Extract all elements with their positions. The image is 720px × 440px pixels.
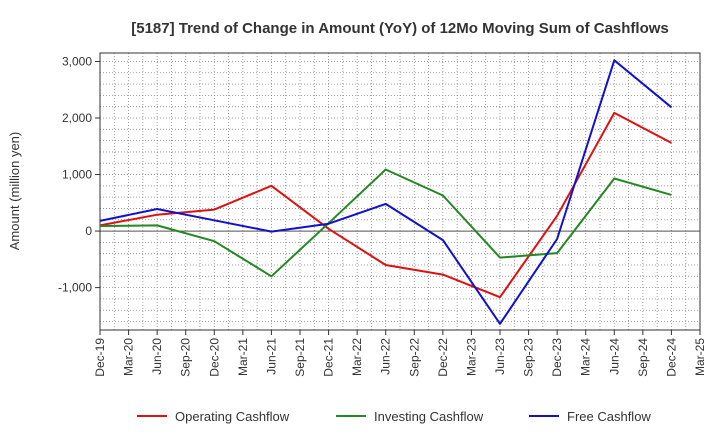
x-tick-label: Mar-25 <box>693 338 707 376</box>
x-tick-label: Dec-21 <box>322 338 336 377</box>
chart-title: [5187] Trend of Change in Amount (YoY) o… <box>131 20 669 37</box>
x-tick-label: Dec-22 <box>436 338 450 377</box>
x-tick-label: Dec-24 <box>664 338 678 377</box>
x-tick-label: Mar-21 <box>236 338 250 376</box>
y-tick-label: 3,000 <box>62 54 92 68</box>
y-tick-label: 2,000 <box>62 111 92 125</box>
investing-cashflow-legend-label: Investing Cashflow <box>374 409 484 424</box>
x-tick-label: Jun-24 <box>607 338 621 375</box>
x-tick-label: Jun-23 <box>493 338 507 375</box>
x-tick-label: Sep-21 <box>293 338 307 377</box>
free-cashflow-line <box>99 59 673 325</box>
x-tick-label: Sep-20 <box>179 338 193 377</box>
x-tick-label: Dec-20 <box>207 338 221 377</box>
axes: 3,000 2,000 1,000 0 -1,000 Dec-19 Mar-20 Jun-20… <box>58 52 707 377</box>
y-axis-label: Amount (million yen) <box>7 132 22 251</box>
investing-cashflow-line <box>99 168 672 278</box>
x-tick-label: Mar-23 <box>464 338 478 376</box>
y-tick-label: 0 <box>85 224 92 238</box>
x-tick-label: Mar-24 <box>579 338 593 376</box>
x-tick-label: Jun-20 <box>150 338 164 375</box>
free-cashflow-legend-label: Free Cashflow <box>567 409 651 424</box>
x-tick-label: Dec-19 <box>93 338 107 377</box>
x-tick-label: Jun-21 <box>264 338 278 375</box>
grid <box>100 53 700 330</box>
x-tick-label: Jun-22 <box>379 338 393 375</box>
series-lines <box>99 59 673 325</box>
y-tick-label: 1,000 <box>62 168 92 182</box>
x-tick-label: Mar-20 <box>122 338 136 376</box>
y-tick-label: -1,000 <box>58 281 92 295</box>
plot-frame <box>99 52 701 331</box>
x-tick-label: Dec-23 <box>550 338 564 377</box>
x-tick-label: Sep-24 <box>636 338 650 377</box>
operating-cashflow-legend-label: Operating Cashflow <box>175 409 290 424</box>
x-tick-label: Sep-23 <box>522 338 536 377</box>
legend: Operating Cashflow Investing Cashflow Free… <box>137 409 651 424</box>
x-tick-label: Mar-22 <box>350 338 364 376</box>
x-tick-label: Sep-22 <box>407 338 421 377</box>
